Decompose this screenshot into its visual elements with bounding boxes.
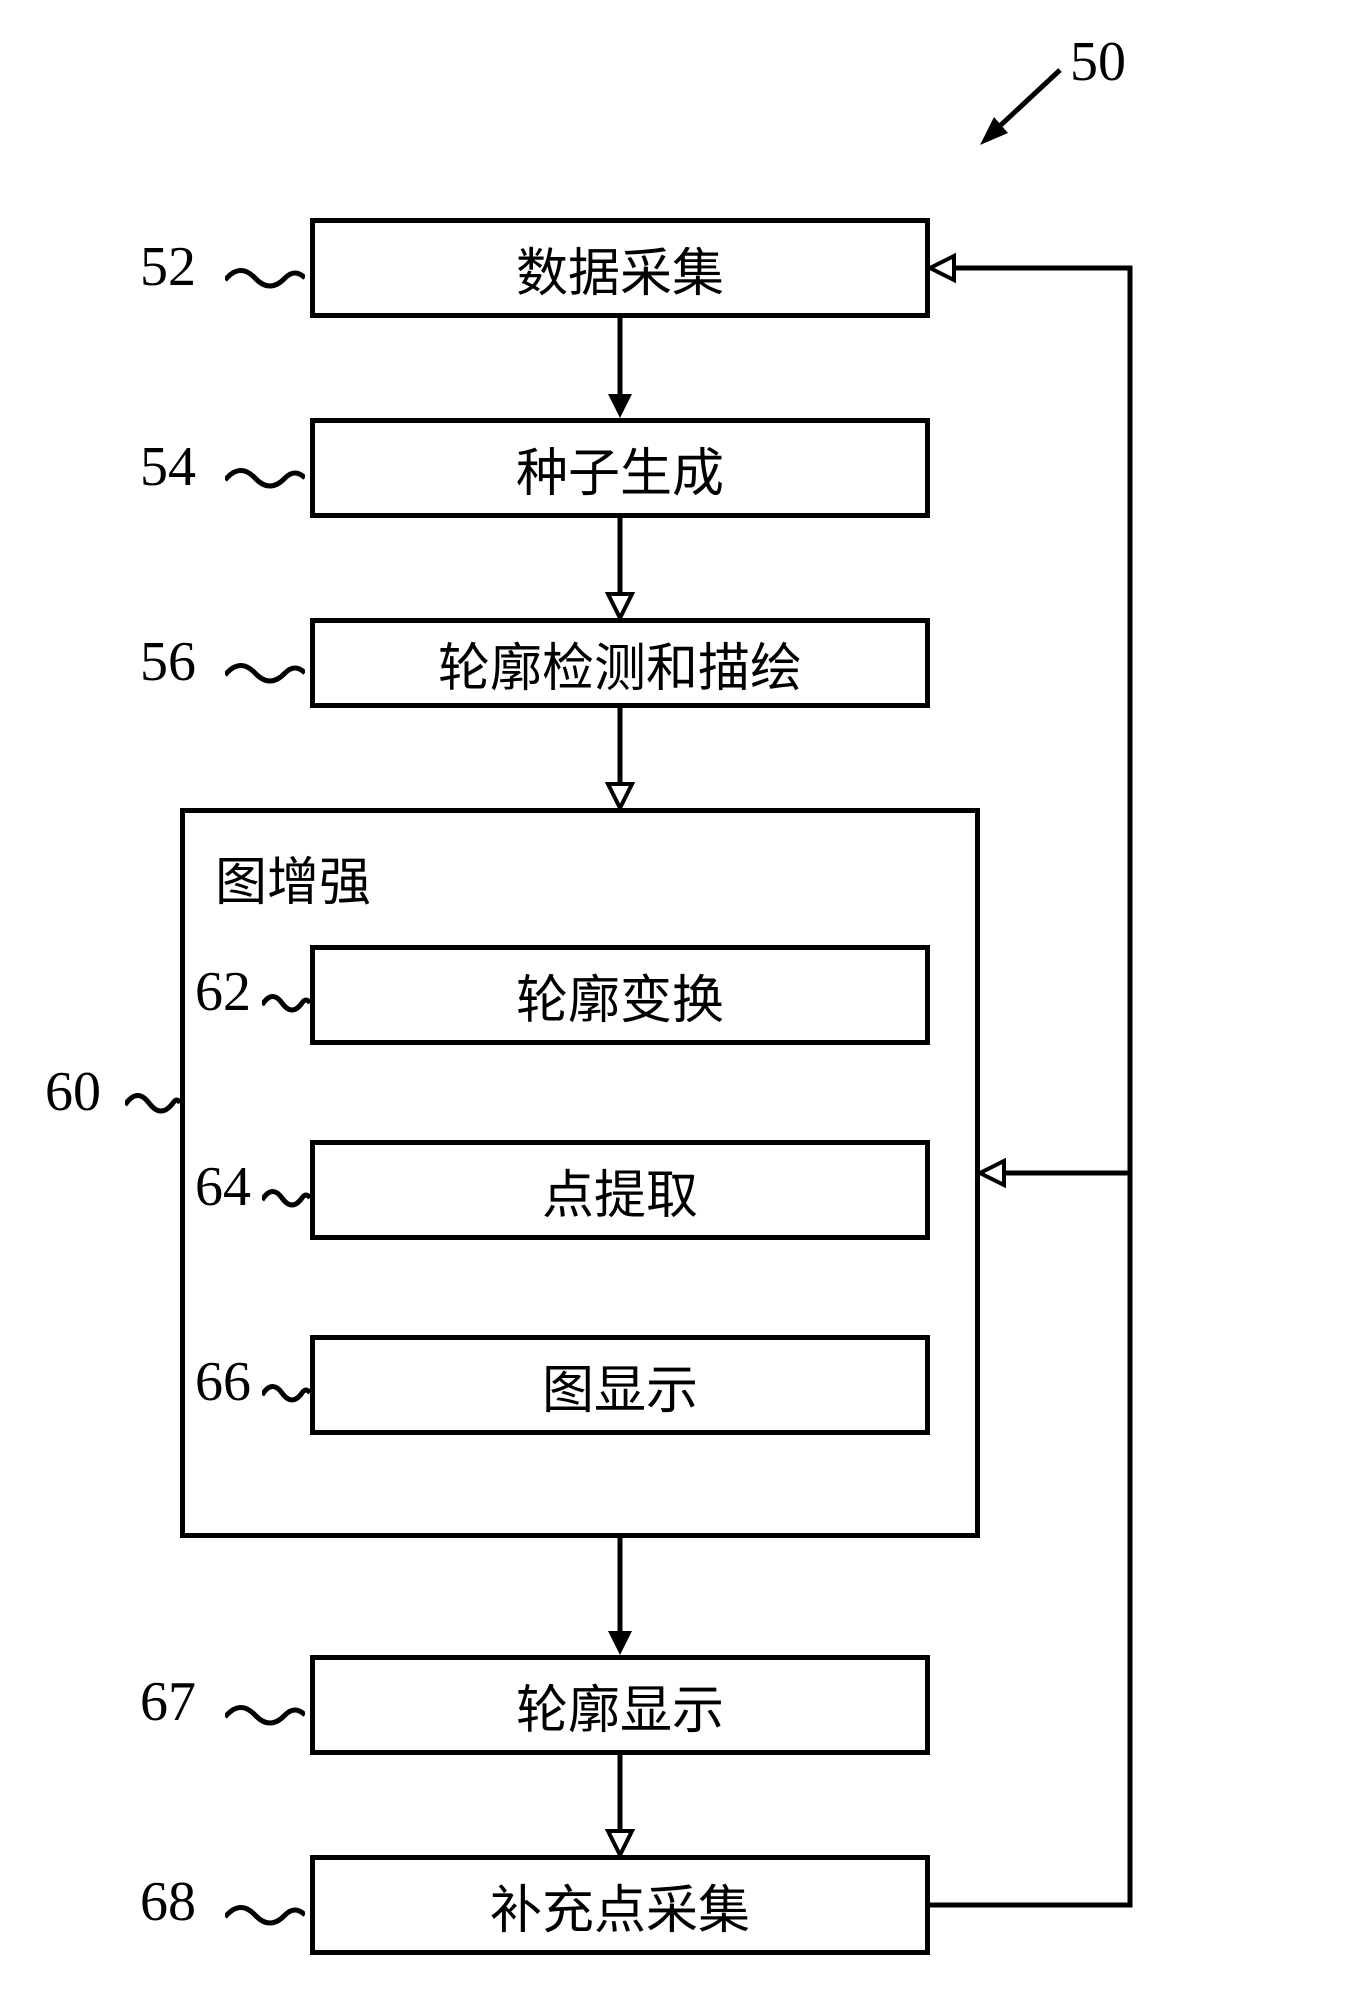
- feedback-68-to-52: [930, 245, 1160, 1930]
- arrow-60-to-67: [600, 1538, 640, 1655]
- flowchart-canvas: 数据采集 种子生成 轮廓检测和描绘 图增强 轮廓变换 点提取 图显示 轮廓显示 …: [0, 0, 1359, 2001]
- node-label: 数据采集: [516, 231, 724, 306]
- squiggle-67: [225, 1697, 305, 1732]
- squiggle-56: [225, 655, 305, 690]
- node-label: 轮廓变换: [516, 958, 724, 1033]
- ref-68: 68: [140, 1870, 196, 1934]
- node-image-display: 图显示: [310, 1335, 930, 1435]
- squiggle-62: [262, 987, 310, 1017]
- ref-62: 62: [195, 960, 251, 1024]
- node-contour-transform: 轮廓变换: [310, 945, 930, 1045]
- arrow-54-to-56: [600, 518, 640, 618]
- node-contour-detect-draw: 轮廓检测和描绘: [310, 618, 930, 708]
- node-data-acquisition: 数据采集: [310, 218, 930, 318]
- squiggle-68: [225, 1897, 305, 1932]
- squiggle-54: [225, 460, 305, 495]
- ref-67: 67: [140, 1670, 196, 1734]
- node-contour-display: 轮廓显示: [310, 1655, 930, 1755]
- figure-ref-arrow: [960, 55, 1080, 165]
- group-title: 图增强: [215, 840, 371, 915]
- squiggle-66: [262, 1377, 310, 1407]
- node-label: 补充点采集: [490, 1868, 750, 1943]
- node-supplementary-point-acquisition: 补充点采集: [310, 1855, 930, 1955]
- node-seed-generation: 种子生成: [310, 418, 930, 518]
- squiggle-60: [125, 1085, 180, 1120]
- arrow-56-to-60: [600, 708, 640, 808]
- squiggle-64: [262, 1182, 310, 1212]
- ref-66: 66: [195, 1350, 251, 1414]
- node-label: 点提取: [542, 1153, 698, 1228]
- node-label: 种子生成: [516, 431, 724, 506]
- ref-54: 54: [140, 435, 196, 499]
- feedback-68-to-60: [980, 1150, 1150, 1200]
- arrow-67-to-68: [600, 1755, 640, 1855]
- ref-52: 52: [140, 235, 196, 299]
- node-point-extraction: 点提取: [310, 1140, 930, 1240]
- squiggle-52: [225, 260, 305, 295]
- ref-64: 64: [195, 1155, 251, 1219]
- ref-56: 56: [140, 630, 196, 694]
- ref-60: 60: [45, 1060, 101, 1124]
- node-label: 轮廓显示: [516, 1668, 724, 1743]
- ref-50: 50: [1070, 30, 1126, 94]
- node-label: 图显示: [542, 1348, 698, 1423]
- node-label: 轮廓检测和描绘: [438, 626, 802, 701]
- arrow-52-to-54: [600, 318, 640, 418]
